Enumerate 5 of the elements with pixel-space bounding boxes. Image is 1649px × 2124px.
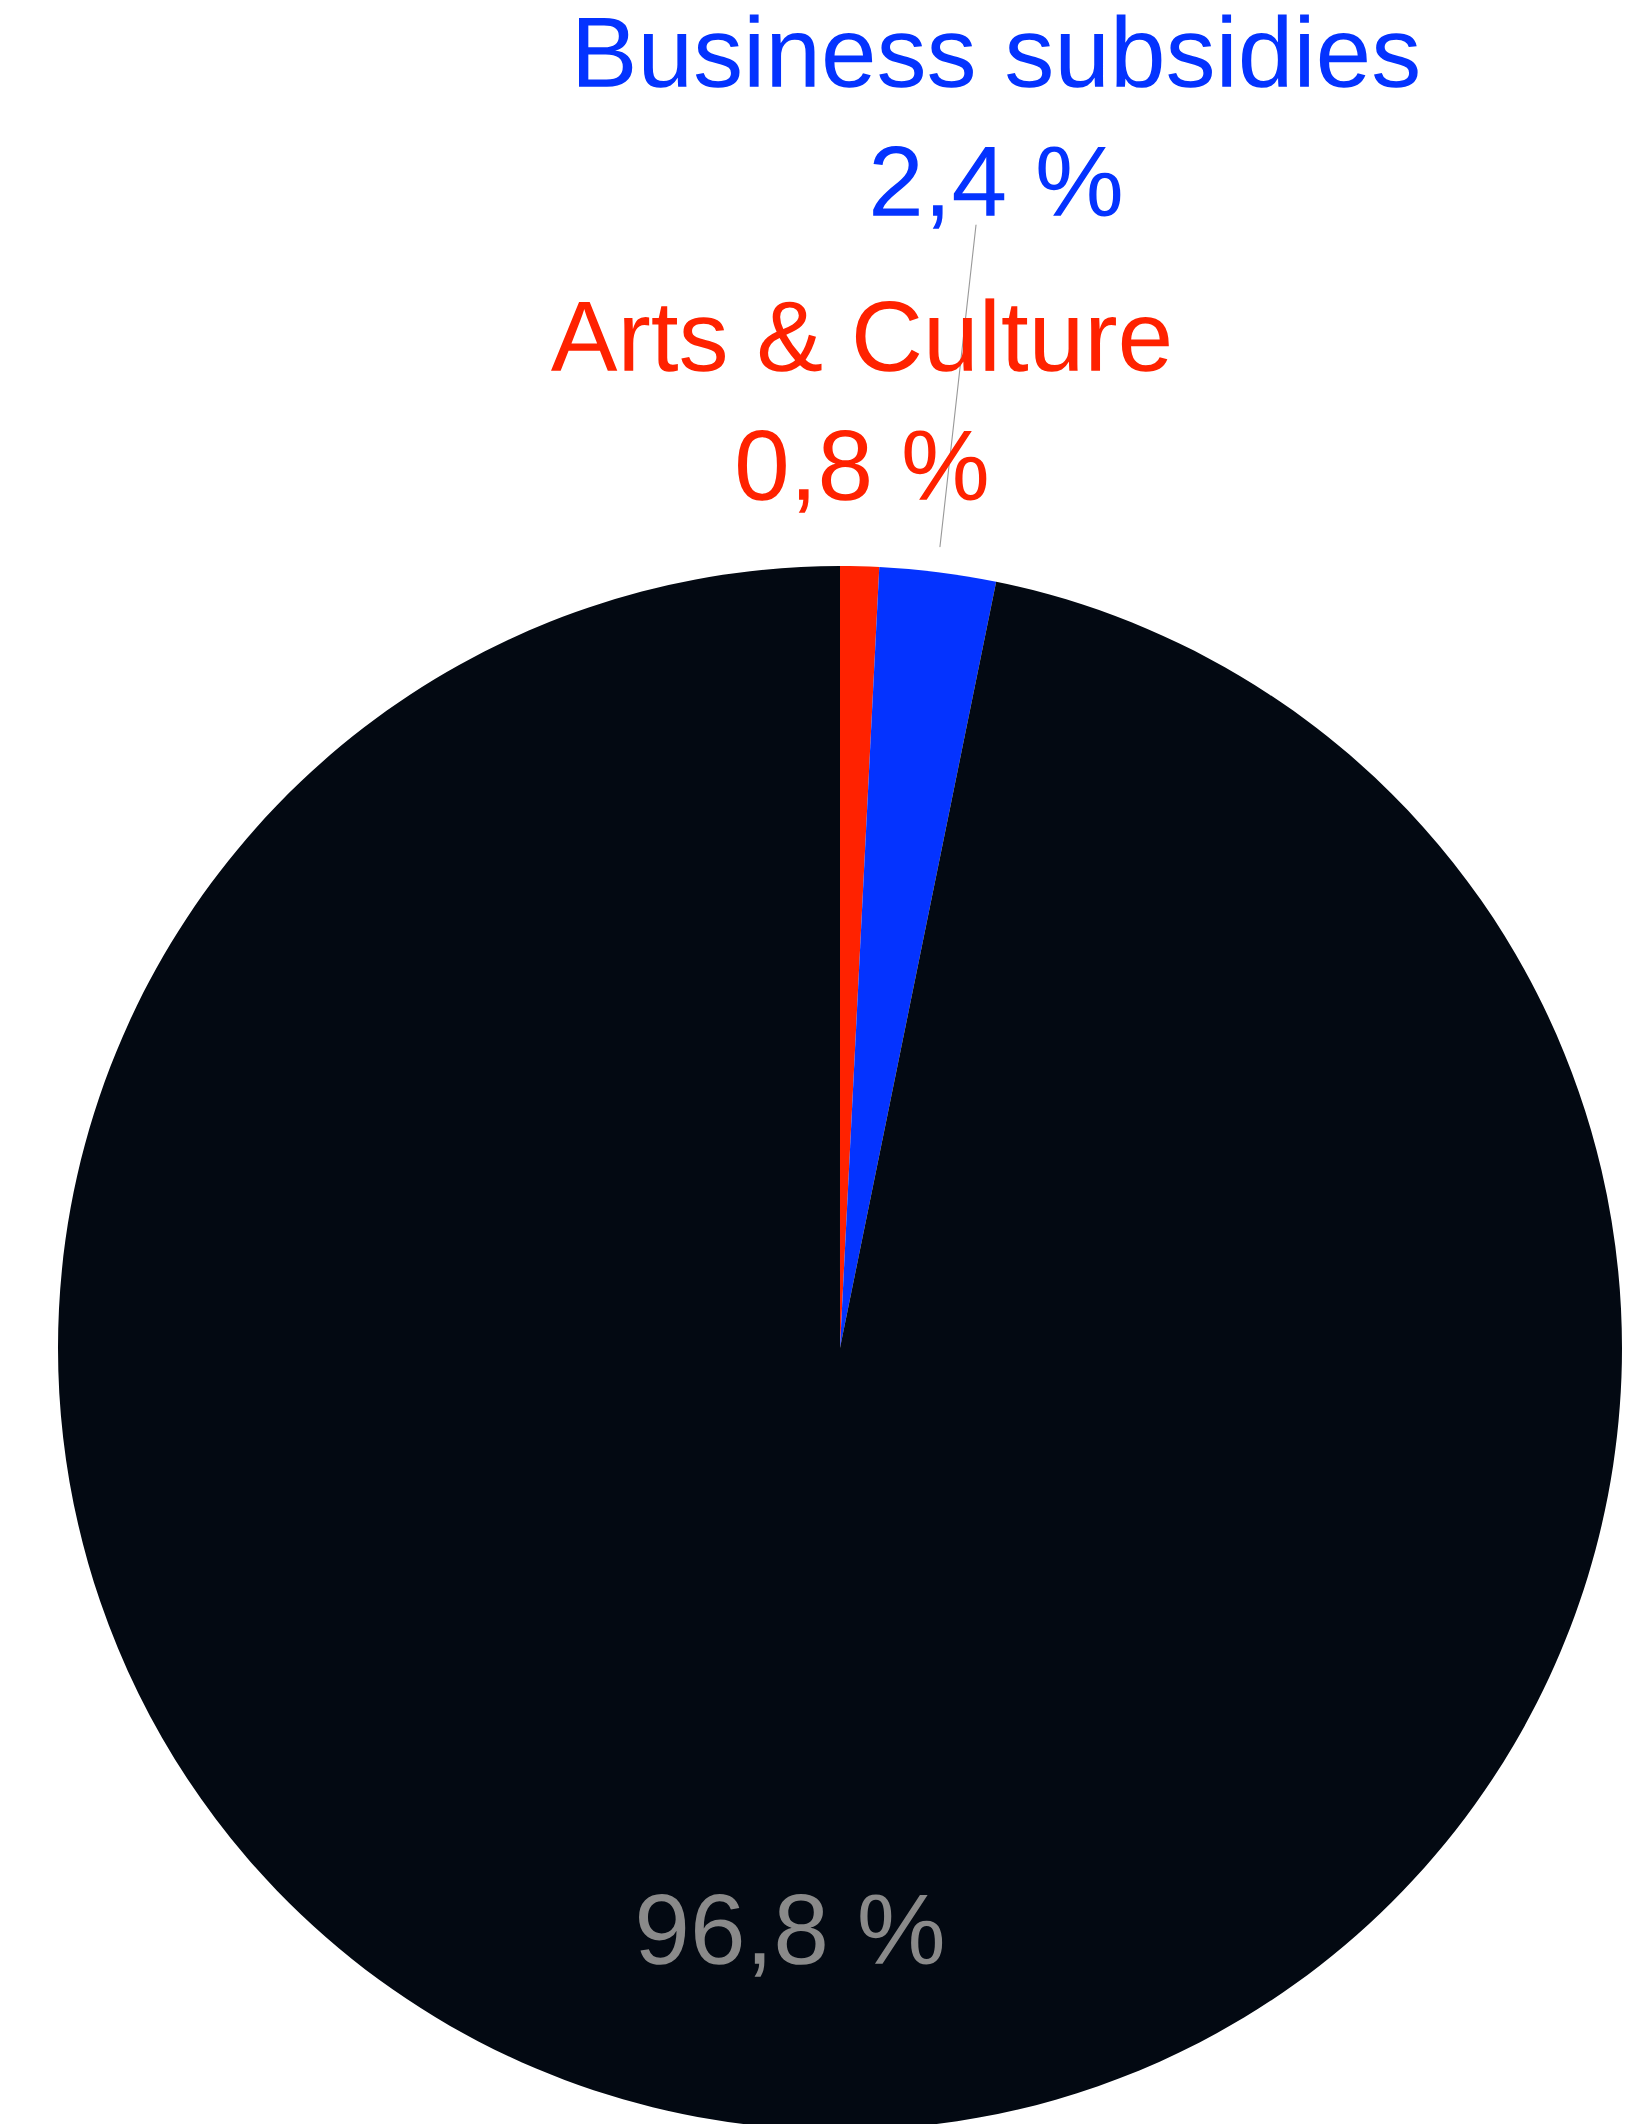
data-label: 96,8 % [639,1894,943,1977]
slice-label: Arts & Culture [551,298,1169,372]
data-label: 2,4 % [873,146,1121,229]
slice-label: Business subsidies [579,14,1418,88]
data-label: 0,8 % [738,430,987,513]
